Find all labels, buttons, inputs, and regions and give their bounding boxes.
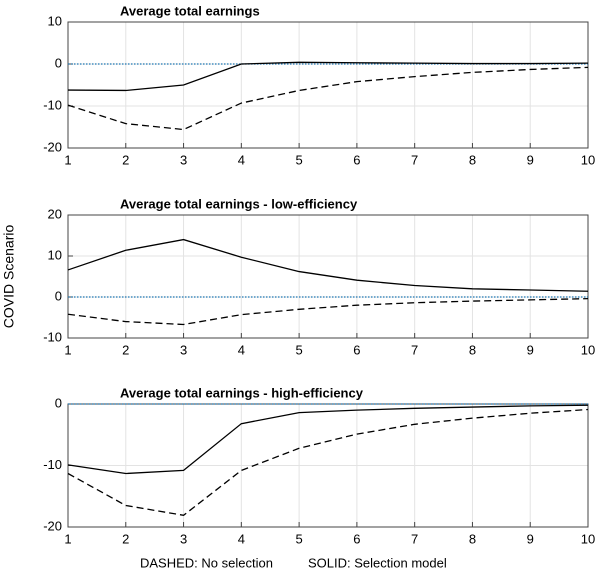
x-tick-label: 2 <box>122 531 129 546</box>
y-axis-label: COVID Scenario <box>1 225 17 329</box>
chart-title: Average total earnings - low-efficiency <box>120 196 358 211</box>
x-tick-label: 6 <box>353 342 360 357</box>
caption-dashed: DASHED: No selection <box>140 555 273 570</box>
x-tick-label: 7 <box>411 152 418 167</box>
x-tick-label: 10 <box>581 342 595 357</box>
axes-frame <box>67 21 589 149</box>
y-tick-label: -20 <box>43 139 62 154</box>
y-tick-label: -10 <box>43 329 62 344</box>
series-line <box>67 297 589 326</box>
x-tick-label: 8 <box>469 342 476 357</box>
y-tick-label: 0 <box>55 395 62 410</box>
plot-area <box>68 22 588 148</box>
x-tick-label: 1 <box>64 342 71 357</box>
series-line <box>67 404 589 475</box>
x-tick-label: 5 <box>295 152 302 167</box>
x-tick-label: 5 <box>295 342 302 357</box>
series-line <box>67 66 589 131</box>
x-tick-label: 2 <box>122 152 129 167</box>
x-tick-label: 3 <box>180 342 187 357</box>
x-tick-label: 8 <box>469 152 476 167</box>
x-tick-label: 7 <box>411 531 418 546</box>
y-tick-label: -20 <box>43 518 62 533</box>
y-tick-label: 10 <box>48 13 62 28</box>
x-tick-label: 1 <box>64 152 71 167</box>
x-tick-label: 2 <box>122 342 129 357</box>
series-line <box>67 61 589 92</box>
x-tick-label: 6 <box>353 531 360 546</box>
x-tick-label: 10 <box>581 531 595 546</box>
caption-solid: SOLID: Selection model <box>308 555 447 570</box>
series-line <box>67 238 589 292</box>
x-tick-label: 4 <box>238 531 245 546</box>
x-tick-label: 4 <box>238 152 245 167</box>
x-tick-label: 1 <box>64 531 71 546</box>
x-tick-label: 8 <box>469 531 476 546</box>
x-tick-label: 9 <box>527 342 534 357</box>
x-tick-label: 3 <box>180 531 187 546</box>
y-tick-label: 20 <box>48 206 62 221</box>
x-tick-label: 7 <box>411 342 418 357</box>
x-tick-label: 5 <box>295 531 302 546</box>
y-tick-label: -10 <box>43 97 62 112</box>
x-tick-label: 10 <box>581 152 595 167</box>
y-tick-label: 0 <box>55 288 62 303</box>
chart-title: Average total earnings - high-efficiency <box>120 385 364 400</box>
x-tick-label: 4 <box>238 342 245 357</box>
x-tick-label: 9 <box>527 152 534 167</box>
y-tick-label: 0 <box>55 55 62 70</box>
x-tick-label: 9 <box>527 531 534 546</box>
y-tick-label: -10 <box>43 457 62 472</box>
y-tick-label: 10 <box>48 247 62 262</box>
series-line <box>67 408 589 517</box>
axes-frame <box>67 214 589 339</box>
x-tick-label: 3 <box>180 152 187 167</box>
x-tick-label: 6 <box>353 152 360 167</box>
chart-title: Average total earnings <box>120 3 260 18</box>
